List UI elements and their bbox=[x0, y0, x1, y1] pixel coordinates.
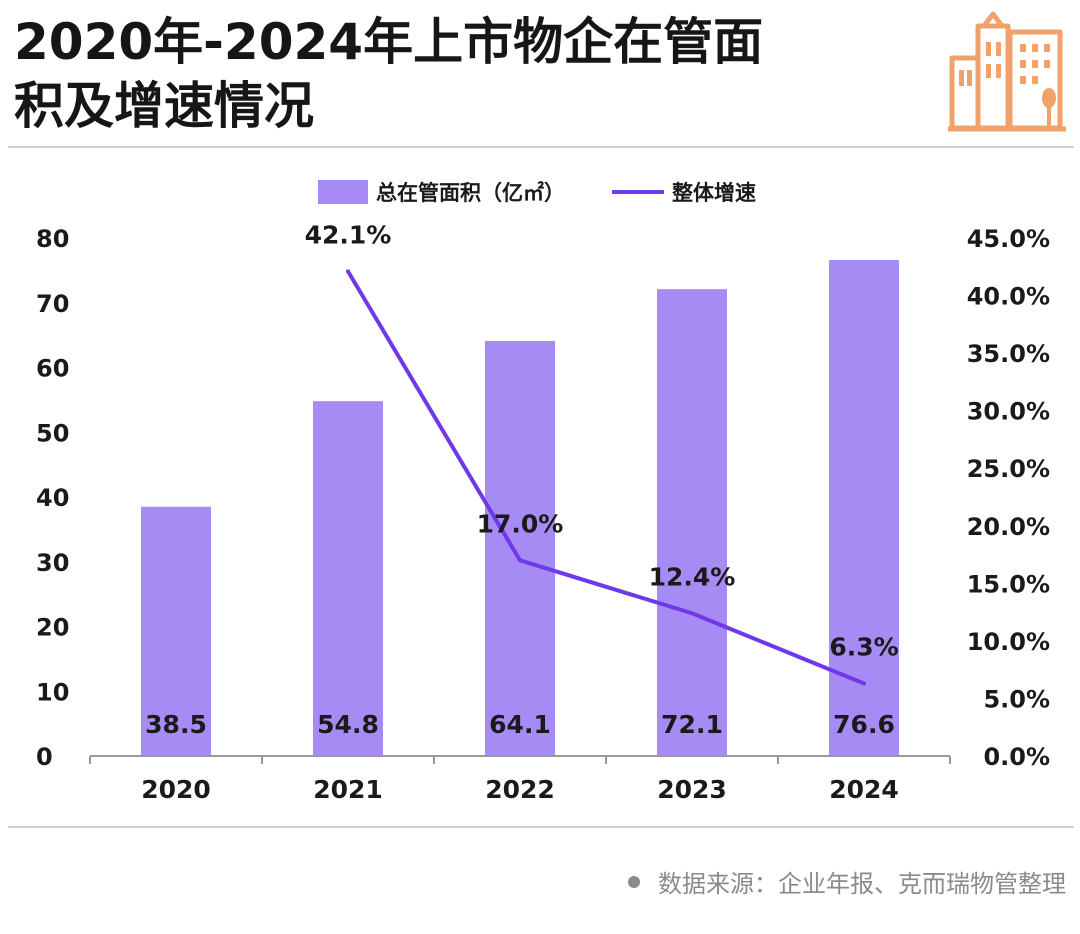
y-left-tick-label: 20 bbox=[36, 614, 69, 642]
bar-data-label: 54.8 bbox=[317, 710, 379, 739]
source-note: 数据来源：企业年报、克而瑞物管整理 bbox=[628, 864, 1066, 899]
y-right-tick-label: 10.0% bbox=[967, 628, 1050, 656]
y-right-tick-label: 35.0% bbox=[967, 340, 1050, 368]
bullet-icon bbox=[628, 875, 640, 888]
bar-data-label: 64.1 bbox=[489, 710, 551, 739]
y-right-tick-label: 5.0% bbox=[983, 685, 1050, 713]
y-left-tick-label: 30 bbox=[36, 549, 69, 577]
bar bbox=[657, 289, 727, 756]
growth-line bbox=[346, 270, 865, 686]
y-right-tick-label: 15.0% bbox=[967, 570, 1050, 598]
growth-point bbox=[862, 681, 866, 686]
y-right-tick-label: 40.0% bbox=[967, 283, 1050, 311]
y-left-tick-label: 50 bbox=[36, 419, 69, 447]
growth-point bbox=[346, 269, 350, 274]
y-left-tick-label: 80 bbox=[36, 225, 69, 253]
x-tick-label: 2020 bbox=[141, 775, 211, 804]
legend-bar-swatch bbox=[318, 180, 368, 204]
line-data-label: 6.3% bbox=[829, 632, 898, 661]
legend-line-label: 整体增速 bbox=[672, 181, 756, 205]
bar-data-label: 76.6 bbox=[833, 710, 895, 739]
bar-data-label: 38.5 bbox=[145, 710, 207, 739]
growth-point bbox=[690, 611, 694, 616]
title-line-1: 2020年-2024年上市物企在管面 bbox=[14, 13, 764, 71]
y-right-tick-label: 0.0% bbox=[983, 743, 1050, 771]
y-right-tick-label: 25.0% bbox=[967, 455, 1050, 483]
x-tick-label: 2023 bbox=[657, 775, 727, 804]
line-data-label: 42.1% bbox=[305, 220, 392, 249]
x-tick-label: 2022 bbox=[485, 775, 555, 804]
bottom-divider bbox=[8, 826, 1074, 828]
bar-data-label: 72.1 bbox=[661, 710, 723, 739]
y-right-tick-label: 30.0% bbox=[967, 398, 1050, 426]
bar bbox=[485, 340, 555, 756]
chart: 0 10 20 30 40 50 60 70 80 0.0% 5.0% 10.0% 15.0% 20.0%… bbox=[36, 180, 1050, 804]
x-tick-label: 2024 bbox=[829, 775, 899, 804]
y-right-tick-label: 45.0% bbox=[967, 225, 1050, 253]
y-left-tick-label: 10 bbox=[36, 678, 69, 706]
x-tick-label: 2021 bbox=[313, 775, 383, 804]
line-data-label: 12.4% bbox=[649, 562, 736, 591]
y-left-tick-label: 70 bbox=[36, 290, 69, 318]
building-icon bbox=[948, 11, 1066, 132]
bar bbox=[313, 401, 383, 756]
y-left-tick-label: 40 bbox=[36, 484, 69, 512]
y-left-tick-label: 60 bbox=[36, 355, 69, 383]
chart-title: 2020年-2024年上市物企在管面 积及增速情况 bbox=[14, 10, 914, 138]
y-right-tick-label: 20.0% bbox=[967, 513, 1050, 541]
legend-bar-label: 总在管面积（亿㎡） bbox=[376, 181, 565, 205]
bar bbox=[141, 506, 211, 756]
growth-point bbox=[518, 558, 522, 563]
line-data-label: 17.0% bbox=[477, 509, 564, 538]
title-line-2: 积及增速情况 bbox=[14, 77, 314, 135]
y-left-tick-label: 0 bbox=[36, 743, 53, 771]
top-divider bbox=[8, 146, 1074, 148]
source-text: 数据来源：企业年报、克而瑞物管整理 bbox=[658, 870, 1066, 898]
